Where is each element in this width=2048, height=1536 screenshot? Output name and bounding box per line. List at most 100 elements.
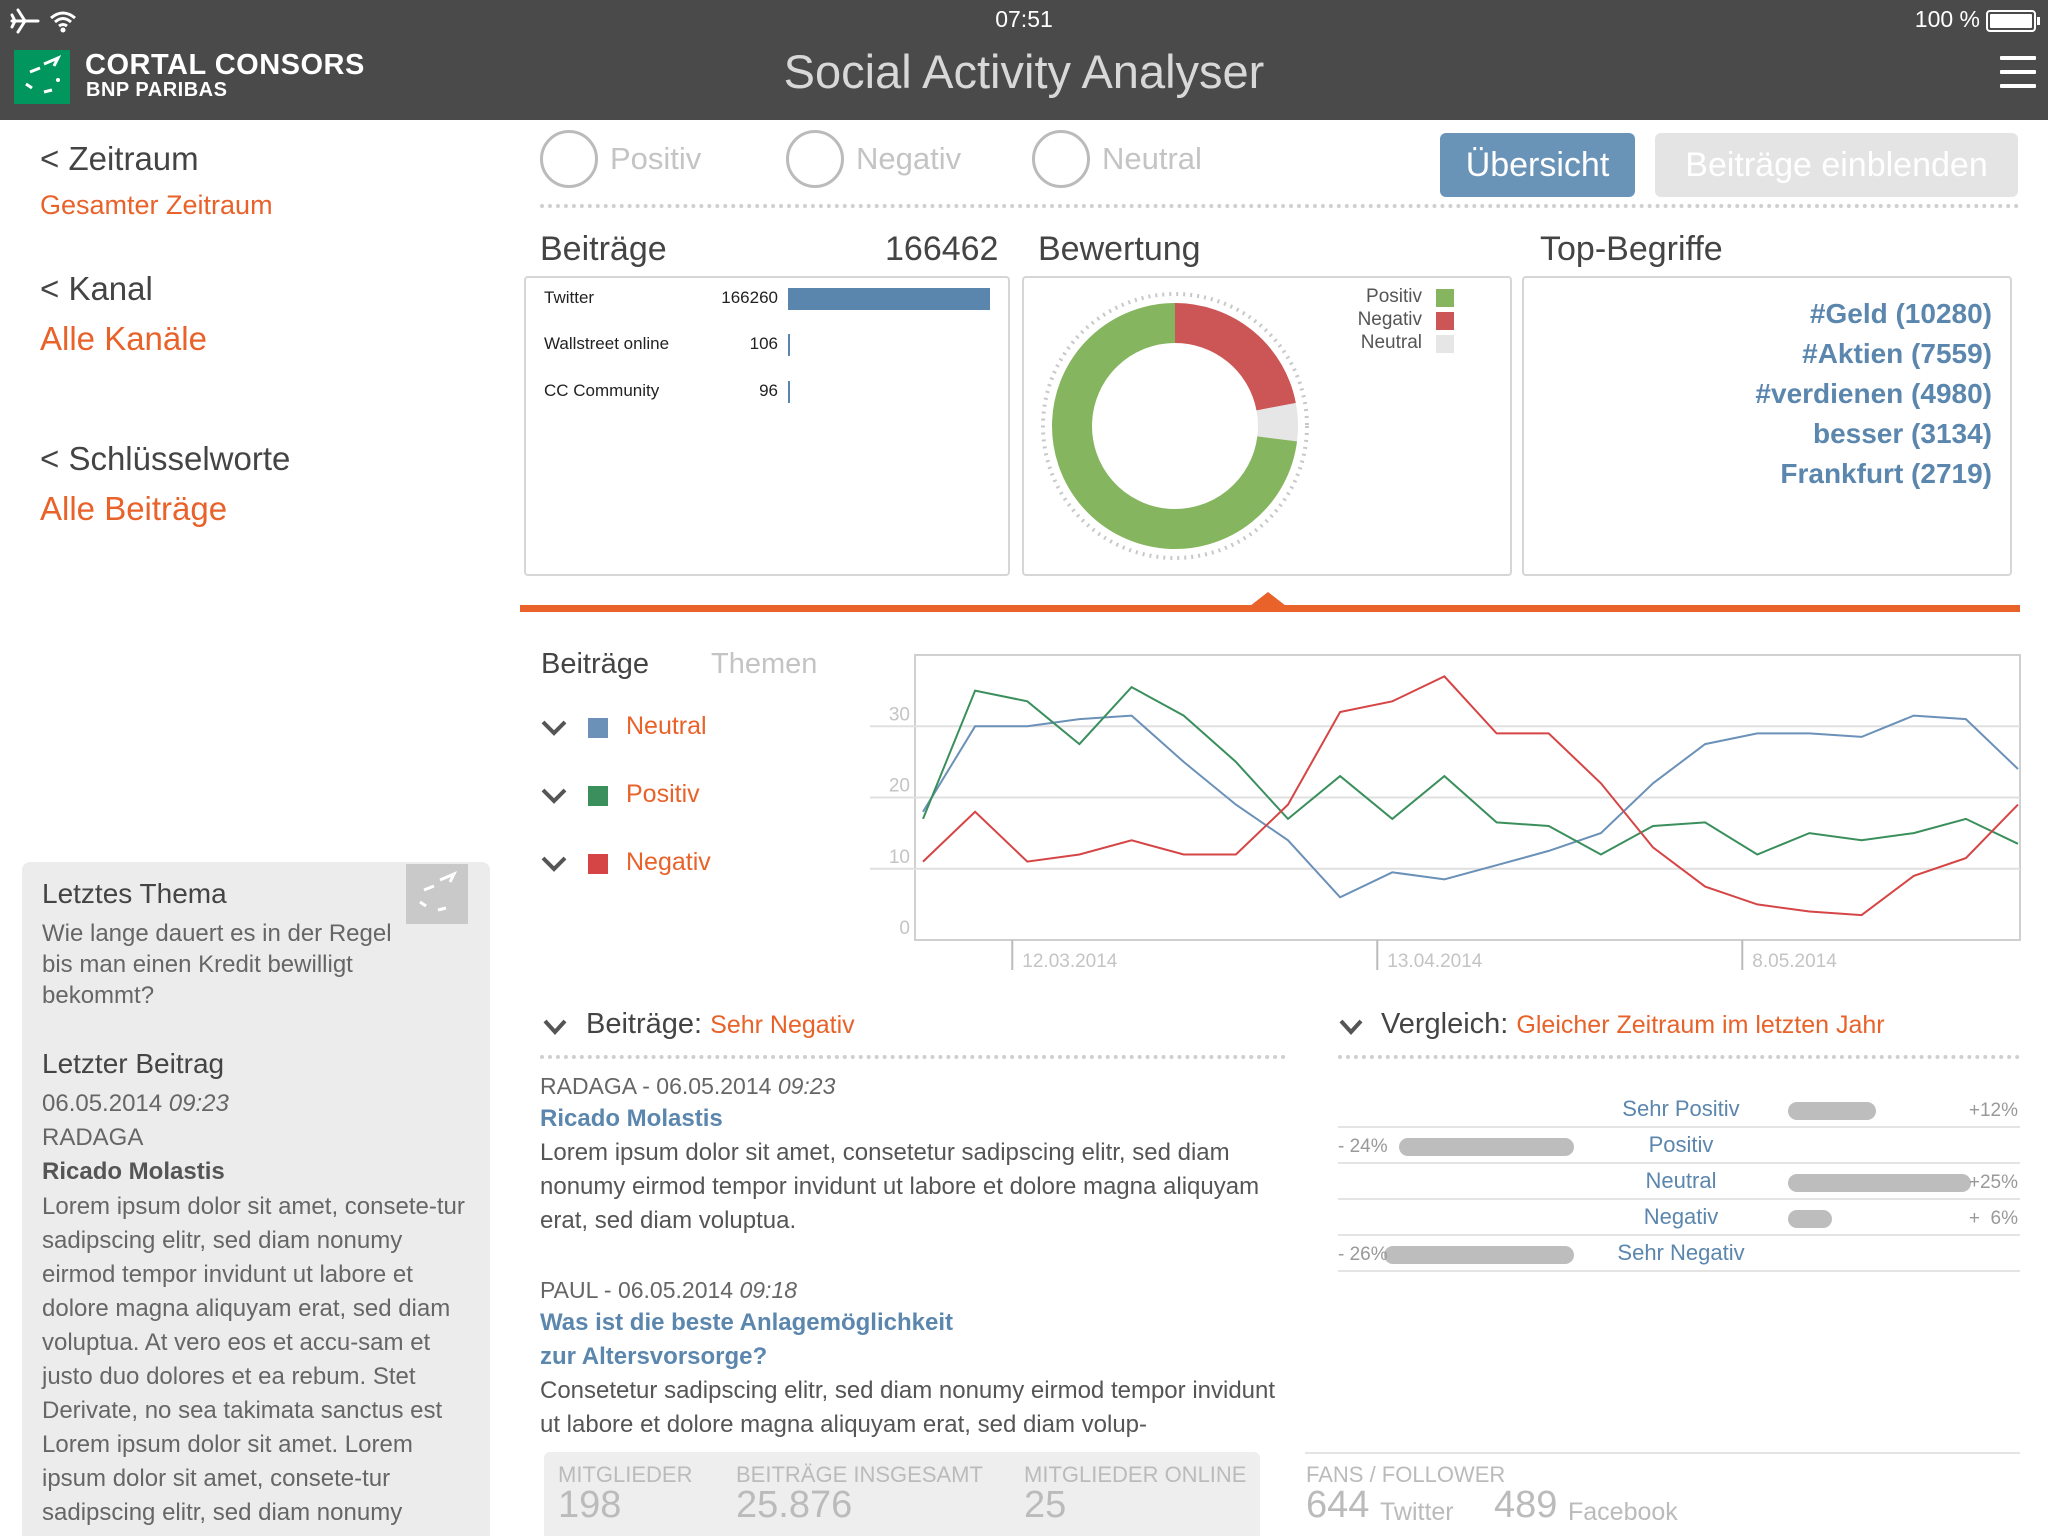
legend-positiv-swatch <box>1436 289 1454 307</box>
comparison-row: Neutral +25% <box>1338 1164 2020 1200</box>
chevron-down-icon[interactable] <box>542 1018 568 1036</box>
top-term[interactable]: #Aktien (7559) <box>1802 338 1992 369</box>
comparison-section-header[interactable]: Vergleich: Gleicher Zeitraum im letzten … <box>1381 1008 1885 1040</box>
chevron-down-icon[interactable] <box>1338 1018 1364 1036</box>
legend-negativ-label: Negativ <box>1357 309 1422 330</box>
legend-positiv-label: Positiv <box>1366 286 1422 307</box>
post-title[interactable]: Was ist die beste Anlagemöglichkeit <box>540 1309 953 1336</box>
section-divider <box>520 605 2020 612</box>
post-title-continued[interactable]: zur Altersvorsorge? <box>540 1343 768 1370</box>
source-count: 106 <box>749 334 778 353</box>
community-stats: MITGLIEDER 198 BEITRÄGE INSGESAMT 25.876… <box>544 1452 1260 1536</box>
comparison-label: Sehr Positiv <box>1622 1096 1740 1121</box>
source-name: CC Community <box>544 381 660 400</box>
comparison-row: Negativ + 6% <box>1338 1200 2020 1236</box>
radio-circle-icon <box>786 130 844 188</box>
source-name: Twitter <box>544 288 595 307</box>
members-value: 198 <box>558 1484 622 1526</box>
filter-period-value[interactable]: Gesamter Zeitraum <box>40 190 273 220</box>
bank-logo-icon <box>14 50 70 104</box>
status-time: 07:51 <box>995 6 1053 32</box>
filter-period-title[interactable]: < Zeitraum <box>40 140 199 177</box>
members-online-label: MITGLIEDER ONLINE <box>1024 1462 1247 1487</box>
facebook-fans-count: 489 <box>1494 1484 1558 1526</box>
x-tick-label: 12.03.2014 <box>1022 951 1118 972</box>
total-posts-label: BEITRÄGE INSGESAMT <box>736 1462 983 1487</box>
legend-neutral-swatch <box>1436 335 1454 353</box>
last-topic-heading: Letztes Thema <box>42 878 227 909</box>
posts-panel-total: 166462 <box>885 230 999 268</box>
radio-circle-icon <box>540 130 598 188</box>
tab-themen[interactable]: Themen <box>711 648 818 680</box>
last-post-author[interactable]: Ricado Molastis <box>42 1158 225 1185</box>
comparison-label: Negativ <box>1643 1204 1719 1229</box>
last-activity-card: Letztes Thema Wie lange dauert es in der… <box>22 862 490 1536</box>
comparison-row: Sehr Negativ - 26% <box>1338 1236 2020 1272</box>
filter-keywords-value[interactable]: Alle Beiträge <box>40 490 228 527</box>
donut-slice-neutral <box>1256 402 1298 442</box>
x-tick-label: 8.05.2014 <box>1752 951 1837 972</box>
x-tick-label: 13.04.2014 <box>1387 951 1483 972</box>
comparison-bar <box>1788 1174 1971 1192</box>
logo-subtext: BNP PARIBAS <box>86 79 228 101</box>
app-title: Social Activity Analyser <box>783 45 1265 98</box>
wifi-icon <box>50 11 76 33</box>
logo-text: CORTAL CONSORS <box>85 49 365 81</box>
divider <box>540 204 2020 208</box>
comparison-bar <box>1384 1246 1574 1264</box>
source-bar <box>788 381 790 403</box>
source-count: 96 <box>759 381 778 400</box>
comparison-bar <box>1398 1138 1574 1156</box>
divider <box>540 1055 1286 1059</box>
legend-negativ-swatch <box>1436 312 1454 330</box>
top-term[interactable]: #verdienen (4980) <box>1755 378 1992 409</box>
posts-panel-title: Beiträge <box>540 230 667 268</box>
series-line-neutral <box>922 714 2019 899</box>
series-color-swatch <box>588 786 608 806</box>
bank-watermark-icon <box>406 864 468 924</box>
post-body: Consetetur sadipscing elitr, sed diam no… <box>540 1377 1276 1438</box>
source-bar <box>788 288 990 310</box>
last-post-date: 06.05.2014 09:23 <box>42 1090 229 1117</box>
filter-channel-title[interactable]: < Kanal <box>40 270 153 307</box>
rating-panel: Positiv Negativ Neutral <box>1022 276 1512 576</box>
post-meta: PAUL - 06.05.2014 09:18 <box>540 1277 798 1303</box>
posts-section-header[interactable]: Beiträge: Sehr Negativ <box>586 1008 855 1040</box>
comparison-bar <box>1788 1210 1832 1228</box>
app-header: 07:51 100 % CORTAL CONSORS BNP PARIBAS S… <box>0 0 2048 120</box>
top-term[interactable]: Frankfurt (2719) <box>1780 458 1992 489</box>
members-online-value: 25 <box>1024 1484 1067 1526</box>
show-posts-button[interactable]: Beiträge einblenden <box>1655 133 2018 197</box>
series-color-swatch <box>588 854 608 874</box>
divider <box>1305 1452 2020 1454</box>
rating-donut-chart <box>1041 292 1309 560</box>
filter-channel-value[interactable]: Alle Kanäle <box>40 320 207 357</box>
series-color-swatch <box>588 718 608 738</box>
posts-line-chart: 0 10 20 30 12.03.2014 13.04.2014 8.05.2014 <box>870 654 2021 972</box>
airplane-icon <box>10 8 40 34</box>
legend-neutral-label: Neutral <box>1360 332 1422 353</box>
filter-keywords-title[interactable]: < Schlüsselworte <box>40 440 291 477</box>
top-term[interactable]: #Geld (10280) <box>1809 298 1992 329</box>
tab-beitraege[interactable]: Beiträge <box>541 648 650 680</box>
comparison-row: Sehr Positiv +12% <box>1338 1092 2020 1128</box>
total-posts-value: 25.876 <box>736 1484 853 1526</box>
y-tick-label: 30 <box>889 704 910 725</box>
battery-icon <box>1986 10 2040 32</box>
chevron-down-icon <box>541 788 567 804</box>
source-name: Wallstreet online <box>544 334 670 353</box>
comparison-change: - 26% <box>1338 1244 1388 1265</box>
hamburger-menu-icon[interactable] <box>2000 56 2036 88</box>
comparison-row: Positiv - 24% <box>1338 1128 2020 1164</box>
post-title[interactable]: Ricado Molastis <box>540 1105 723 1132</box>
members-label: MITGLIEDER <box>558 1462 693 1487</box>
twitter-label: Twitter <box>1380 1498 1454 1526</box>
section-pointer-icon <box>1250 592 1286 606</box>
y-tick-label: 20 <box>889 776 910 797</box>
chevron-down-icon <box>541 720 567 736</box>
overview-button[interactable]: Übersicht <box>1440 133 1635 197</box>
comparison-label: Positiv <box>1648 1132 1714 1157</box>
donut-outline <box>1041 292 1309 560</box>
last-topic-text[interactable]: Wie lange dauert es in der Regel bis man… <box>42 920 392 1009</box>
top-term[interactable]: besser (3134) <box>1812 418 1992 449</box>
